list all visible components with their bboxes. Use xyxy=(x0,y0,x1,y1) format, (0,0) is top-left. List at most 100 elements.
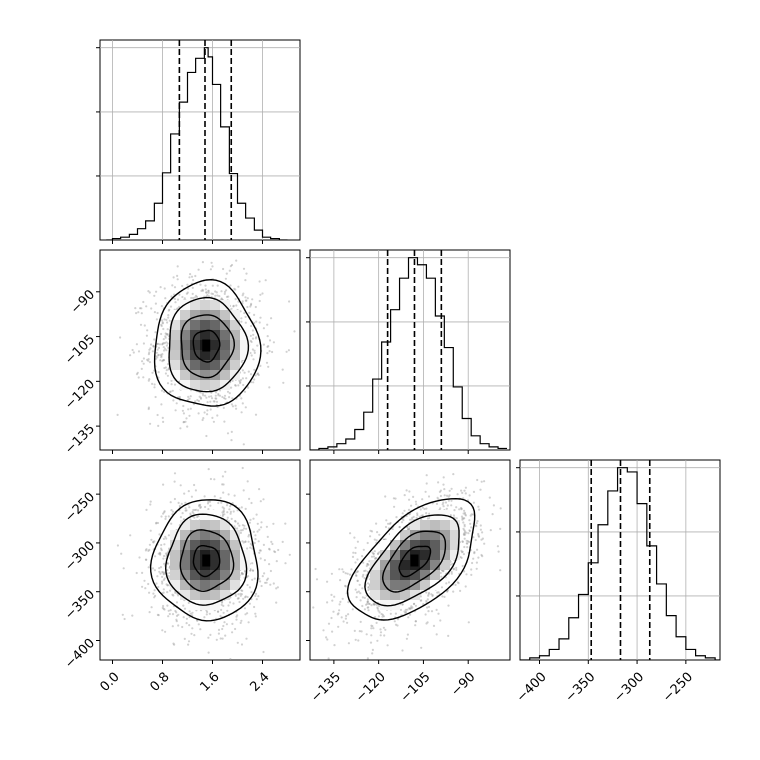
scatter-point xyxy=(217,628,221,632)
histogram-panel-2 xyxy=(516,459,721,664)
density-cell xyxy=(190,580,200,590)
scatter-point xyxy=(240,643,244,646)
scatter-point xyxy=(234,593,237,596)
scatter-point xyxy=(430,593,433,596)
scatter-point xyxy=(514,497,516,499)
scatter-point xyxy=(187,408,190,411)
scatter-point xyxy=(372,627,375,630)
scatter-point xyxy=(346,572,349,575)
scatter-point xyxy=(183,637,186,641)
density-cell xyxy=(210,540,220,550)
density-cell xyxy=(200,360,210,370)
scatter-point xyxy=(426,606,429,609)
scatter-point xyxy=(249,546,252,549)
scatter-point xyxy=(401,603,404,606)
density-cell xyxy=(240,350,250,360)
scatter-point xyxy=(438,490,441,493)
scatter-point xyxy=(220,601,224,604)
scatter-point xyxy=(167,316,170,319)
scatter-point xyxy=(141,360,144,363)
scatter-point xyxy=(281,540,284,544)
scatter-point xyxy=(236,597,239,600)
density-cell xyxy=(400,530,410,540)
scatter-point xyxy=(193,483,196,487)
contour-line-2 xyxy=(364,514,460,607)
scatter-point xyxy=(170,383,173,386)
scatter-point xyxy=(463,570,466,573)
scatter-point xyxy=(378,551,381,554)
scatter-point xyxy=(345,614,348,618)
scatter-point xyxy=(247,621,250,624)
scatter-point xyxy=(161,353,164,356)
scatter-point xyxy=(446,504,449,507)
scatter-point xyxy=(171,389,174,392)
scatter-panel-2-1 xyxy=(306,459,516,664)
scatter-point xyxy=(478,508,481,511)
scatter-point xyxy=(408,607,412,611)
scatter-point xyxy=(225,289,228,292)
scatter-point xyxy=(209,408,212,411)
scatter-point xyxy=(216,610,220,613)
density-cell xyxy=(170,330,180,340)
density-cell xyxy=(420,540,430,550)
scatter-point xyxy=(243,524,246,527)
density-cell xyxy=(190,320,200,330)
scatter-point xyxy=(242,597,245,600)
scatter-point xyxy=(216,294,219,297)
density-cell xyxy=(180,350,190,360)
scatter-point xyxy=(477,532,480,536)
scatter-point xyxy=(455,568,458,572)
scatter-point xyxy=(226,609,229,612)
scatter-point xyxy=(384,628,387,631)
scatter-point xyxy=(213,478,216,481)
scatter-point xyxy=(375,621,378,625)
scatter-point xyxy=(382,615,386,618)
scatter-point xyxy=(374,616,377,619)
scatter-point xyxy=(162,591,165,594)
scatter-point xyxy=(439,571,442,575)
scatter-point xyxy=(255,513,258,516)
scatter-point xyxy=(148,348,151,351)
scatter-point xyxy=(143,324,146,327)
scatter-point xyxy=(165,349,168,352)
scatter-point xyxy=(159,353,162,356)
scatter-point xyxy=(253,605,256,609)
scatter-point xyxy=(135,373,139,376)
scatter-point xyxy=(189,395,192,398)
scatter-point xyxy=(356,579,359,582)
scatter-point xyxy=(163,608,166,611)
scatter-point xyxy=(250,324,253,328)
density-cell xyxy=(200,510,210,520)
scatter-point xyxy=(463,529,466,532)
scatter-point xyxy=(258,280,261,283)
scatter-point xyxy=(154,302,157,305)
scatter-point xyxy=(221,511,224,514)
scatter-point xyxy=(243,371,246,374)
scatter-point xyxy=(267,345,270,348)
scatter-point xyxy=(220,603,223,606)
density-cell xyxy=(190,570,200,580)
scatter-point xyxy=(188,276,191,279)
scatter-point xyxy=(380,612,383,616)
scatter-point xyxy=(361,555,364,558)
scatter-point xyxy=(150,343,153,346)
scatter-point xyxy=(450,504,453,507)
scatter-point xyxy=(165,333,168,336)
scatter-point xyxy=(412,515,415,519)
scatter-point xyxy=(272,582,275,585)
scatter-point xyxy=(361,604,364,608)
scatter-point xyxy=(366,563,369,566)
scatter-point xyxy=(164,336,167,339)
scatter-point xyxy=(282,381,285,384)
scatter-point xyxy=(262,498,265,501)
scatter-point xyxy=(207,295,211,298)
scatter-point xyxy=(253,349,256,352)
scatter-point xyxy=(234,298,237,301)
scatter-point xyxy=(185,617,188,620)
scatter-point xyxy=(338,568,341,571)
scatter-point xyxy=(152,592,155,595)
scatter-point xyxy=(235,304,238,307)
scatter-point xyxy=(366,606,369,609)
scatter-point xyxy=(258,551,261,554)
density-cell xyxy=(200,570,210,580)
